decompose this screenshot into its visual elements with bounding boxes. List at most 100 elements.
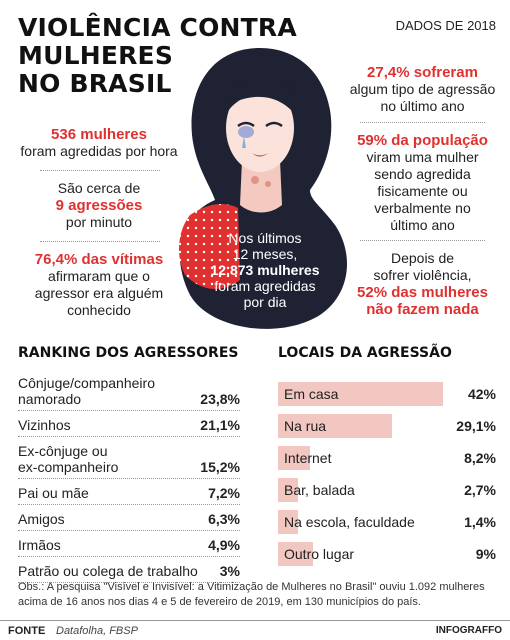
locais-label: Internet bbox=[284, 450, 332, 466]
locais-value: 1,4% bbox=[464, 514, 496, 530]
locais-label: Bar, balada bbox=[284, 482, 355, 498]
ranking-row: Pai ou mãe 7,2% bbox=[18, 485, 240, 505]
stat-text: conhecido bbox=[67, 302, 131, 318]
stat-highlight: 9 agressões bbox=[55, 197, 143, 214]
ranking-value: 6,3% bbox=[208, 511, 240, 527]
stat-text: no último ano bbox=[380, 98, 465, 114]
stat-text: sendo agredida bbox=[374, 166, 471, 182]
locais-row: Bar, balada 2,7% bbox=[278, 478, 498, 502]
ranking-title: RANKING DOS AGRESSORES bbox=[18, 345, 239, 361]
stat-agressoes-minuto: São cerca de 9 agressões por minuto bbox=[14, 180, 184, 231]
ranking-label-line: Amigos bbox=[18, 511, 65, 527]
page-title: VIOLÊNCIA CONTRA MULHERES NO BRASIL bbox=[18, 14, 298, 98]
stat-sofreram: 27,4% sofreram algum tipo de agressão no… bbox=[340, 64, 505, 115]
neck-bruise bbox=[265, 181, 271, 187]
ranking-label: Irmãos bbox=[18, 537, 61, 553]
ranking-value: 7,2% bbox=[208, 485, 240, 501]
mouth bbox=[252, 153, 268, 157]
divider bbox=[40, 170, 160, 171]
footer: FONTE Datafolha, FBSP INFOGRAFFO bbox=[0, 620, 510, 640]
locais-label: Outro lugar bbox=[284, 546, 355, 562]
ranking-row: Amigos 6,3% bbox=[18, 511, 240, 531]
stat-text: fisicamente ou bbox=[377, 183, 468, 199]
brand-logo: INFOGRAFFO bbox=[435, 625, 502, 636]
locais-value: 9% bbox=[475, 546, 496, 562]
stat-vitimas-conhecido: 76,4% das vítimas afirmaram que o agress… bbox=[14, 251, 184, 319]
ranking-row: Vizinhos 21,1% bbox=[18, 417, 240, 437]
ranking-value: 21,1% bbox=[200, 417, 240, 433]
stat-highlight: 27,4% sofreram bbox=[367, 64, 478, 81]
stat-text: último ano bbox=[390, 217, 455, 233]
title-line: VIOLÊNCIA CONTRA bbox=[18, 13, 297, 42]
stat-text: verbalmente no bbox=[374, 200, 471, 216]
center-stat: Nos últimos 12 meses, 12.873 mulheres fo… bbox=[200, 230, 330, 310]
stat-text: São cerca de bbox=[57, 180, 141, 196]
ranking-row: Irmãos 4,9% bbox=[18, 537, 240, 557]
stat-text: viram uma mulher bbox=[366, 149, 479, 165]
divider bbox=[360, 240, 485, 241]
ranking-label: Ex-cônjuge ou ex-companheiro bbox=[18, 443, 118, 475]
title-line: NO BRASIL bbox=[18, 69, 172, 98]
ranking-row: Ex-cônjuge ou ex-companheiro 15,2% bbox=[18, 443, 240, 479]
stat-highlight: 52% das mulheres bbox=[357, 284, 488, 301]
data-year-label: DADOS DE 2018 bbox=[395, 18, 496, 33]
locais-value: 42% bbox=[467, 386, 496, 402]
stat-text: Depois de bbox=[390, 250, 455, 266]
ranking-value: 3% bbox=[219, 563, 240, 579]
locais-value: 8,2% bbox=[464, 450, 496, 466]
ranking-label: Cônjuge/companheiro namorado bbox=[18, 375, 155, 407]
stat-text: afirmaram que o bbox=[48, 268, 150, 284]
stat-text: algum tipo de agressão bbox=[349, 81, 496, 97]
stat-nao-fazem-nada: Depois de sofrer violência, 52% das mulh… bbox=[340, 250, 505, 318]
locais-bar bbox=[278, 414, 393, 438]
locais-label: Em casa bbox=[284, 386, 339, 402]
tear bbox=[242, 136, 246, 148]
dress-shape bbox=[178, 204, 240, 290]
bruise bbox=[238, 126, 254, 138]
ranking-label-line: Vizinhos bbox=[18, 417, 71, 433]
ranking-value: 23,8% bbox=[200, 391, 240, 407]
locais-bar bbox=[278, 446, 311, 470]
locais-row: Na rua 29,1% bbox=[278, 414, 498, 438]
ranking-label: Pai ou mãe bbox=[18, 485, 89, 501]
divider bbox=[360, 122, 485, 123]
center-stat-line: Nos últimos bbox=[228, 230, 302, 246]
center-stat-line: por dia bbox=[243, 294, 287, 310]
stat-populacao: 59% da população viram uma mulher sendo … bbox=[340, 132, 505, 234]
ranking-value: 15,2% bbox=[200, 459, 240, 475]
ranking-label: Vizinhos bbox=[18, 417, 71, 433]
stat-highlight: não fazem nada bbox=[366, 301, 479, 318]
center-stat-line: 12 meses, bbox=[232, 246, 298, 262]
locais-bar bbox=[278, 510, 298, 534]
title-line: MULHERES bbox=[18, 41, 174, 70]
ranking-label-line: ex-companheiro bbox=[18, 459, 119, 475]
stat-text: agressor era alguém bbox=[34, 285, 164, 301]
neck-bruise bbox=[251, 176, 259, 184]
stat-text: foram agredidas por hora bbox=[20, 143, 178, 159]
locais-label: Na escola, faculdade bbox=[284, 514, 415, 530]
ranking-label-line: Ex-cônjuge ou bbox=[18, 443, 108, 459]
stat-text: por minuto bbox=[65, 214, 133, 230]
center-stat-highlight: 12.873 mulheres bbox=[210, 262, 320, 278]
ranking-value: 4,9% bbox=[208, 537, 240, 553]
stat-highlight: 76,4% das vítimas bbox=[34, 251, 164, 268]
eye-left bbox=[237, 121, 255, 128]
ranking-label: Amigos bbox=[18, 511, 65, 527]
ranking-label-line: Patrão ou colega de trabalho bbox=[18, 563, 198, 579]
ranking-label-line: Irmãos bbox=[18, 537, 61, 553]
stat-text: sofrer violência, bbox=[373, 267, 472, 283]
locais-label: Na rua bbox=[284, 418, 327, 434]
locais-bar bbox=[278, 542, 314, 566]
stat-highlight: 536 mulheres bbox=[51, 126, 147, 143]
fonte-label: FONTE bbox=[8, 625, 46, 637]
face-shape bbox=[226, 84, 294, 172]
locais-value: 29,1% bbox=[456, 418, 496, 434]
ranking-label: Patrão ou colega de trabalho bbox=[18, 563, 198, 579]
ranking-label-line: Cônjuge/companheiro bbox=[18, 375, 155, 391]
obs-note: Obs.: A pesquisa "Visível e Invisível: a… bbox=[18, 581, 485, 608]
source-text: Datafolha, FBSP bbox=[56, 625, 138, 637]
center-stat-line: foram agredidas bbox=[214, 278, 316, 294]
stat-highlight: 59% da população bbox=[357, 132, 488, 149]
divider bbox=[40, 241, 160, 242]
locais-row: Em casa 42% bbox=[278, 382, 498, 406]
